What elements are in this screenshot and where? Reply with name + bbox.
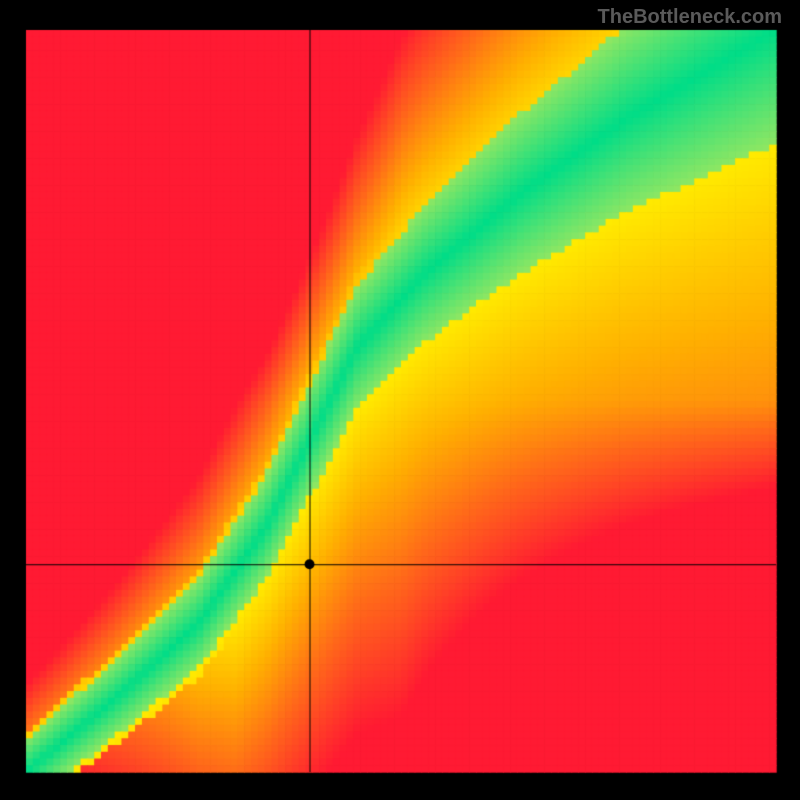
bottleneck-heatmap [0, 0, 800, 800]
chart-container: TheBottleneck.com [0, 0, 800, 800]
watermark-text: TheBottleneck.com [598, 6, 782, 29]
